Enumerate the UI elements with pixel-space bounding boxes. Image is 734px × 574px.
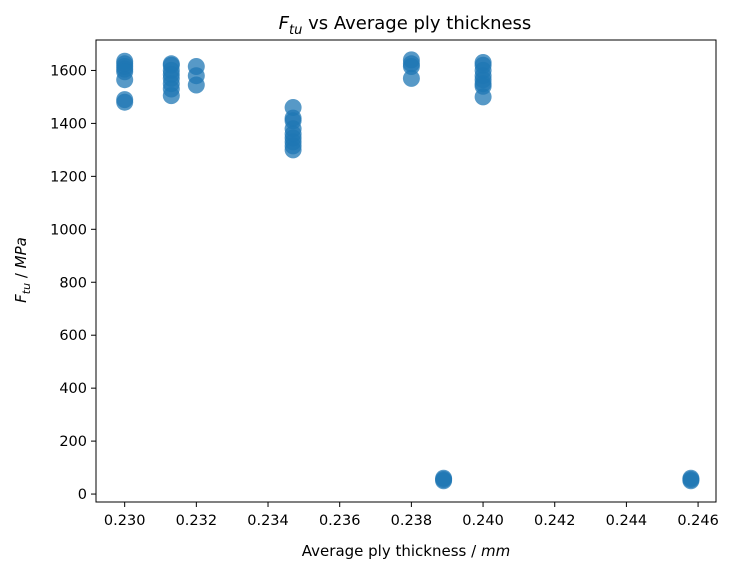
data-point xyxy=(402,69,420,87)
y-tick-label: 0 xyxy=(78,487,87,503)
data-point xyxy=(116,93,134,111)
y-tick-label: 600 xyxy=(59,328,87,344)
y-tick-label: 1200 xyxy=(50,169,87,185)
data-point xyxy=(162,87,180,105)
chart-title: Ftu vs Average ply thickness xyxy=(279,13,532,38)
x-axis-label: Average ply thickness / mm xyxy=(302,542,510,560)
x-tick-label: 0.244 xyxy=(606,513,648,529)
y-tick-label: 1000 xyxy=(50,222,87,238)
plot-frame xyxy=(95,39,717,503)
data-point xyxy=(682,472,700,490)
data-point xyxy=(284,141,302,159)
y-tick-label: 1600 xyxy=(50,63,87,79)
y-axis-label: Ftu / MPa xyxy=(12,237,33,303)
y-tick-label: 200 xyxy=(59,434,87,450)
x-tick-label: 0.230 xyxy=(104,513,146,529)
y-tick-label: 800 xyxy=(59,275,87,291)
x-tick-label: 0.234 xyxy=(247,513,289,529)
data-point xyxy=(187,76,205,94)
x-tick-label: 0.236 xyxy=(319,513,361,529)
data-point xyxy=(402,58,420,75)
x-tick-label: 0.240 xyxy=(462,513,504,529)
x-tick-label: 0.246 xyxy=(677,513,719,529)
x-tick-label: 0.232 xyxy=(176,513,218,529)
y-tick-label: 400 xyxy=(59,381,87,397)
x-axis-ticks: 0.230 0.232 0.234 0.236 0.238 0.240 0.242 0.244… xyxy=(104,502,719,529)
data-point xyxy=(116,71,134,89)
data-points xyxy=(116,51,700,490)
x-tick-label: 0.242 xyxy=(534,513,576,529)
data-point xyxy=(435,472,453,490)
x-tick-label: 0.238 xyxy=(391,513,433,529)
y-axis-ticks: 0 200 400 600 800 1000 1200 1400 1600 xyxy=(50,63,96,503)
data-point xyxy=(474,88,492,106)
y-tick-label: 1400 xyxy=(50,116,87,132)
